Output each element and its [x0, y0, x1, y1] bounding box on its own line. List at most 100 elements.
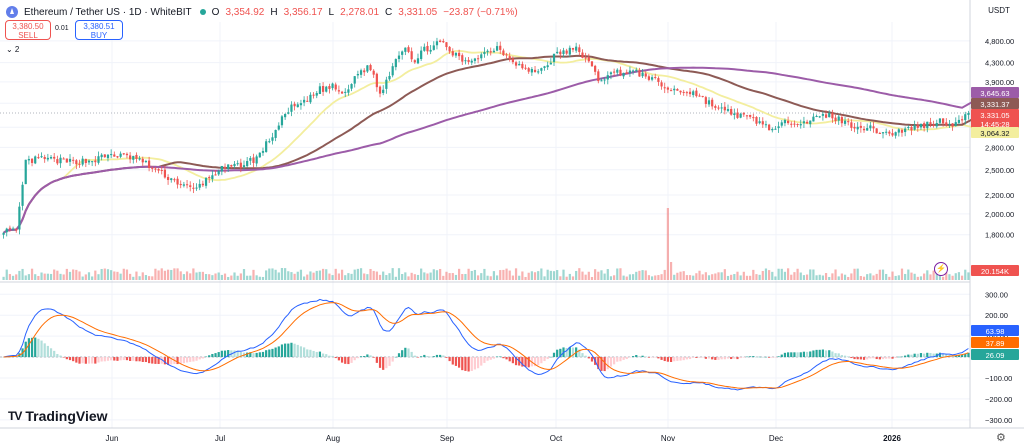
macd-histogram-bar	[435, 354, 439, 358]
volume-bar	[790, 274, 793, 280]
candle-body	[565, 50, 568, 54]
macd-histogram-bar	[701, 357, 704, 358]
sell-button[interactable]: 3,380.50 SELL	[5, 20, 51, 40]
candle-body	[742, 113, 745, 115]
volume-tag: 20.154K	[971, 265, 1019, 276]
macd-histogram-bar	[711, 357, 714, 360]
volume-bar	[94, 270, 97, 280]
lightning-icon[interactable]: ⚡	[934, 262, 948, 276]
candle-body	[110, 154, 113, 156]
macd-histogram-bar	[65, 357, 68, 360]
candle-body	[635, 69, 638, 71]
gear-icon[interactable]: ⚙	[996, 432, 1006, 444]
volume-bar	[274, 269, 277, 280]
macd-histogram-bar	[812, 350, 815, 358]
macd-histogram-bar	[328, 355, 331, 358]
buy-button[interactable]: 3,380.51 BUY	[75, 20, 123, 40]
macd-histogram-bar	[353, 357, 356, 361]
candle-body	[850, 122, 853, 128]
candle-body	[473, 58, 477, 61]
candle-body	[960, 119, 964, 121]
volume-bar	[223, 273, 227, 280]
volume-bar	[204, 274, 208, 280]
histogram-value-tag-bg	[971, 349, 1019, 360]
candle	[476, 54, 480, 64]
candle-body	[815, 115, 818, 117]
candle-body	[439, 40, 442, 42]
macd-histogram-bar	[609, 357, 613, 367]
candle	[246, 156, 249, 168]
candle	[448, 46, 451, 54]
volume-bar	[59, 273, 62, 280]
candle-body	[821, 114, 825, 116]
price-tick-label: 2,200.00	[985, 191, 1014, 200]
candle	[597, 69, 600, 84]
candle-body	[885, 131, 888, 133]
volume-bar	[268, 268, 271, 280]
candle-body	[223, 166, 227, 169]
macd-histogram-bar	[891, 357, 894, 359]
candle-body	[208, 177, 211, 179]
signal-value-tag-text: 37.89	[986, 339, 1005, 348]
candle-body	[790, 123, 793, 125]
candle-body	[157, 168, 160, 171]
macd-histogram-bar	[720, 357, 723, 360]
macd-histogram-bar	[587, 357, 590, 359]
macd-histogram-bar	[306, 349, 309, 358]
volume-bar	[344, 275, 347, 280]
candle	[764, 120, 768, 128]
candle-body	[964, 114, 967, 121]
volume-bar	[676, 272, 679, 280]
currency-selector[interactable]: USDT	[988, 6, 1010, 15]
candle	[518, 60, 521, 66]
volume-bar	[549, 270, 552, 280]
volume-bar	[144, 275, 148, 280]
candle-body	[325, 86, 328, 92]
macd-histogram-bar	[786, 352, 790, 358]
volume-bar	[151, 276, 154, 280]
macd-histogram-bar	[923, 353, 926, 358]
candle-body	[404, 47, 407, 52]
volume-bar	[733, 274, 736, 280]
macd-histogram-bar	[249, 352, 252, 358]
time-tick-label: 2026	[883, 434, 901, 443]
volume-bar	[900, 268, 904, 280]
volume-bar	[350, 273, 353, 280]
candle-body	[138, 158, 141, 160]
candle	[318, 83, 322, 95]
candle-body	[540, 68, 543, 71]
volume-bar	[154, 268, 157, 280]
macd-histogram-bar	[900, 356, 904, 358]
candle	[182, 181, 186, 188]
symbol-title[interactable]: Ethereum / Tether US · 1D · WhiteBIT	[24, 6, 192, 18]
candle-body	[407, 47, 410, 52]
macd-histogram-bar	[771, 357, 774, 358]
volume-bar	[366, 274, 369, 280]
candle-body	[730, 108, 733, 115]
volume-bar	[831, 273, 834, 280]
candle	[46, 153, 49, 162]
high-value: 3,356.17	[283, 6, 323, 18]
candle-body	[420, 50, 423, 60]
candle	[363, 68, 366, 76]
indicators-toggle[interactable]: ⌄ 2	[6, 45, 20, 54]
macd-histogram-bar	[211, 353, 214, 358]
candle	[824, 110, 828, 119]
volume-bar	[679, 271, 682, 280]
candle	[717, 105, 720, 111]
volume-bar	[255, 275, 258, 280]
candle-body	[239, 162, 242, 168]
candle-body	[255, 156, 258, 164]
macd-tick-label: −300.00	[985, 416, 1012, 425]
volume-bar	[157, 270, 160, 280]
macd-histogram-bar	[280, 344, 284, 358]
volume-bar	[960, 275, 964, 280]
sma-fast-tag-text: 3,064.32	[980, 129, 1009, 138]
macd-histogram-bar	[616, 357, 619, 362]
candle-body	[201, 183, 204, 186]
tradingview-brand[interactable]: TV TradingView	[8, 408, 108, 424]
macd-histogram-bar	[704, 357, 707, 359]
macd-histogram-bar	[590, 357, 594, 362]
candle	[176, 176, 179, 189]
